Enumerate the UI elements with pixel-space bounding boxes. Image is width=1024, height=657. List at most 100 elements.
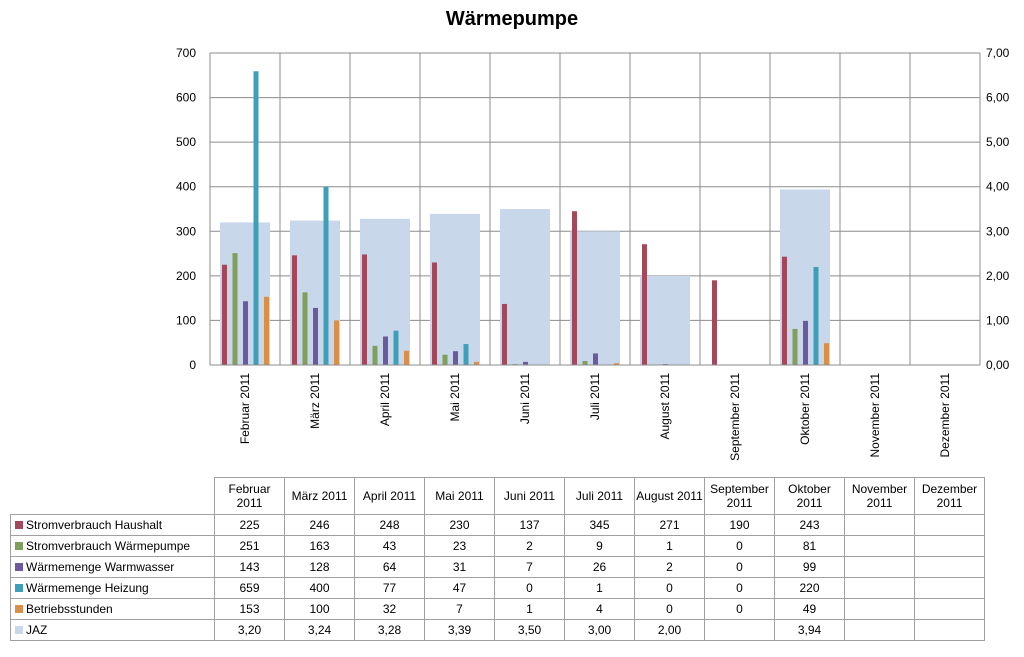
y-tick-label: 0 xyxy=(189,358,196,372)
table-cell: 99 xyxy=(774,556,845,578)
table-cell: 248 xyxy=(354,514,425,536)
chart-plot: 0 0,00 100 1,00 200 2,00 300 3,00 400 4,00 500 5,00… xyxy=(176,46,1010,461)
table-header: März 2011 xyxy=(284,477,355,515)
legend-swatch-icon xyxy=(15,563,23,571)
x-tick-label: September 2011 xyxy=(728,373,742,461)
table-cell: 3,24 xyxy=(284,619,355,641)
bar-0 xyxy=(712,280,717,365)
x-tick-label: Dezember 2011 xyxy=(938,373,952,458)
series-label: JAZ xyxy=(10,619,215,641)
x-tick-label: Juni 2011 xyxy=(518,373,532,424)
y-tick-label: 700 xyxy=(176,46,196,60)
table-cell: 3,50 xyxy=(494,619,565,641)
bar-2 xyxy=(803,320,808,365)
x-tick-label: Oktober 2011 xyxy=(798,373,812,445)
y2-tick-label: 3,00 xyxy=(986,224,1010,238)
y2-tick-label: 0,00 xyxy=(986,358,1010,372)
series-name: Stromverbrauch Wärmepumpe xyxy=(26,539,191,553)
table-cell: 0 xyxy=(634,598,705,620)
table-header: September 2011 xyxy=(704,477,775,515)
table-cell: 1 xyxy=(634,535,705,557)
table-cell: 31 xyxy=(424,556,495,578)
y-tick-label: 600 xyxy=(176,91,196,105)
bar-jaz xyxy=(430,213,480,365)
table-cell: 251 xyxy=(214,535,285,557)
table-cell: 2,00 xyxy=(634,619,705,641)
legend-swatch-icon xyxy=(15,521,23,529)
table-header: Februar 2011 xyxy=(214,477,285,515)
table-cell: 400 xyxy=(284,577,355,599)
table-cell: 2 xyxy=(494,535,565,557)
table-cell: 220 xyxy=(774,577,845,599)
table-cell: 225 xyxy=(214,514,285,536)
table-cell: 230 xyxy=(424,514,495,536)
y2-tick-label: 4,00 xyxy=(986,180,1010,194)
bar-0 xyxy=(292,255,297,365)
table-cell: 243 xyxy=(774,514,845,536)
bar-3 xyxy=(253,71,259,365)
series-name: Wärmemenge Warmwasser xyxy=(26,560,175,574)
table-cell: 81 xyxy=(774,535,845,557)
table-row: JAZ 3,20 3,24 3,28 3,39 3,50 3,00 2,00 3,94 xyxy=(10,619,985,641)
table-row: Wärmemenge Heizung 659 400 77 47 0 1 0 0 220 xyxy=(10,577,985,599)
x-tick-label: Juli 2011 xyxy=(588,373,602,420)
table-cell: 3,28 xyxy=(354,619,425,641)
bar-4 xyxy=(264,296,269,365)
series-label: Wärmemenge Warmwasser xyxy=(10,556,215,578)
table-cell: 77 xyxy=(354,577,425,599)
y2-tick-label: 7,00 xyxy=(986,46,1010,60)
table-cell xyxy=(914,577,985,599)
table-cell: 23 xyxy=(424,535,495,557)
x-tick-label: Februar 2011 xyxy=(238,373,252,444)
table-header: November 2011 xyxy=(844,477,915,515)
table-cell: 1 xyxy=(564,577,635,599)
table-header: Juli 2011 xyxy=(564,477,635,515)
data-table: Februar 2011 März 2011 April 2011 Mai 2011 J… xyxy=(10,477,985,641)
table-cell: 0 xyxy=(704,598,775,620)
table-header: Mai 2011 xyxy=(424,477,495,515)
table-cell: 3,94 xyxy=(774,619,845,641)
bar-4 xyxy=(474,361,479,365)
bar-3 xyxy=(393,330,399,365)
x-tick-label: April 2011 xyxy=(378,373,392,426)
table-cell xyxy=(844,514,915,536)
table-cell xyxy=(914,535,985,557)
bar-2 xyxy=(243,301,248,365)
series-label: Stromverbrauch Haushalt xyxy=(10,514,215,536)
table-row: Stromverbrauch Haushalt 225 246 248 230 137 34… xyxy=(10,514,985,536)
x-tick-label: März 2011 xyxy=(308,373,322,429)
bar-1 xyxy=(302,292,308,365)
table-cell: 9 xyxy=(564,535,635,557)
bar-2 xyxy=(313,307,318,365)
table-cell: 1 xyxy=(494,598,565,620)
table-cell: 7 xyxy=(494,556,565,578)
table-cell xyxy=(914,619,985,641)
x-tick-label: Mai 2011 xyxy=(448,373,462,422)
table-cell: 49 xyxy=(774,598,845,620)
table-cell: 0 xyxy=(704,577,775,599)
table-cell: 100 xyxy=(284,598,355,620)
table-cell xyxy=(914,514,985,536)
table-cell: 47 xyxy=(424,577,495,599)
bar-jaz xyxy=(570,231,620,365)
table-corner xyxy=(10,477,215,515)
x-tick-label: November 2011 xyxy=(868,373,882,458)
table-cell xyxy=(914,556,985,578)
table-row: Stromverbrauch Wärmepumpe 251 163 43 23 2 9 1 0 8… xyxy=(10,535,985,557)
bar-4 xyxy=(334,320,339,365)
y2-tick-label: 6,00 xyxy=(986,91,1010,105)
table-cell: 0 xyxy=(704,535,775,557)
table-cell: 2 xyxy=(634,556,705,578)
bar-0 xyxy=(222,264,227,365)
table-cell xyxy=(914,598,985,620)
y-tick-label: 300 xyxy=(176,224,196,238)
x-tick-label: August 2011 xyxy=(658,373,672,440)
table-cell xyxy=(844,556,915,578)
bar-0 xyxy=(502,303,507,365)
bar-0 xyxy=(782,256,787,365)
bar-jaz xyxy=(500,209,550,365)
legend-swatch-icon xyxy=(15,626,23,634)
legend-swatch-icon xyxy=(15,584,23,592)
table-cell: 4 xyxy=(564,598,635,620)
